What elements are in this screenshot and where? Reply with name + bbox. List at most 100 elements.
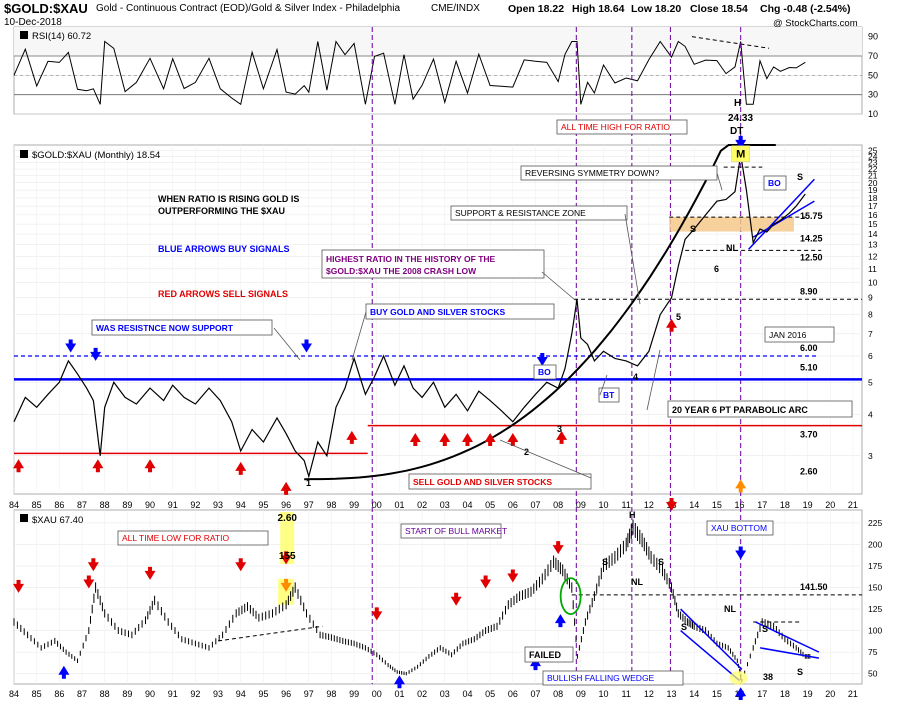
ratio-tick-label: 23: [868, 158, 878, 168]
chart-low: Low 18.20: [631, 3, 682, 15]
xau-h-label: H: [629, 510, 636, 520]
ratio-tick-label: 3: [868, 451, 873, 461]
xau-red-arrow: [507, 569, 519, 583]
xau-year-label: 18: [780, 689, 790, 699]
channel-top: [748, 178, 815, 250]
chart-high: High 18.64: [572, 3, 625, 15]
rsi-tick-label: 10: [868, 109, 878, 119]
ratio-year-label: 09: [576, 500, 586, 510]
reversing-symmetry-note: REVERSING SYMMETRY DOWN?: [525, 168, 660, 178]
xau-year-label: 99: [349, 689, 359, 699]
xau-year-label: 09: [576, 689, 586, 699]
start-bull-note-box: [400, 523, 502, 539]
xau-blue-arrow: [58, 665, 70, 679]
xau-wedge2-top: [755, 621, 820, 653]
xau-orange-arrow: [280, 578, 292, 592]
ratio-orange-arrow: [735, 479, 747, 493]
xau-year-label: 00: [372, 689, 382, 699]
ratio-red-arrow: [439, 433, 451, 447]
ratio-blue-arrow: [536, 352, 548, 366]
ratio-red-arrow: [92, 459, 104, 473]
level-15-75-label: 15.75: [800, 211, 823, 221]
ratio-red-arrow: [144, 459, 156, 473]
parabolic-arc-note-box: [667, 400, 853, 418]
buy-stocks-note-box: [365, 303, 555, 320]
ratio-red-arrow: [507, 433, 519, 447]
xau-year-label: 92: [190, 689, 200, 699]
rsi-line: [13, 40, 806, 106]
annotation-connector: [624, 213, 641, 305]
xau-red-arrow: [87, 558, 99, 572]
ratio-tick-label: 17: [868, 201, 878, 211]
ratio-tick-label: 18: [868, 193, 878, 203]
ratio-year-label: 85: [32, 500, 42, 510]
point-5-label: 5: [676, 312, 681, 322]
level-141-50-label: 141.50: [800, 582, 828, 592]
chart-symbol: $GOLD:$XAU: [4, 1, 88, 16]
rising-ratio-note-line: WHEN RATIO IS RISING GOLD IS: [158, 194, 299, 204]
ratio-year-label: 15: [712, 500, 722, 510]
xau-year-label: 87: [77, 689, 87, 699]
ratio-year-label: 95: [258, 500, 268, 510]
xau-year-label: 17: [757, 689, 767, 699]
ratio-year-label: 06: [508, 500, 518, 510]
xau-year-label: 06: [508, 689, 518, 699]
ratio-tick-label: 15: [868, 219, 878, 229]
xau-year-label: 97: [304, 689, 314, 699]
ratio-tick-label: 24: [868, 152, 878, 162]
ratio-tick-label: 12: [868, 251, 878, 261]
failed-note-box: [524, 646, 574, 663]
xau-year-label: 91: [168, 689, 178, 699]
all-time-low-note: ALL TIME LOW FOR RATIO: [122, 533, 229, 543]
ratio-blue-arrow: [735, 135, 747, 149]
ratio-tick-label: 7: [868, 329, 873, 339]
high-value-label: 24.33: [728, 113, 753, 124]
ratio-year-label: 02: [417, 500, 427, 510]
xau-tick-label: 100: [868, 626, 882, 636]
sell-stocks-note: SELL GOLD AND SILVER STOCKS: [413, 477, 552, 487]
ratio-year-label: 18: [780, 500, 790, 510]
jan-2016-note: JAN 2016: [769, 330, 807, 340]
xau-year-label: 20: [825, 689, 835, 699]
sr-zone-note-box: [450, 205, 628, 221]
level-6-00-label: 6.00: [800, 343, 818, 353]
rsi-tick-label: 90: [868, 32, 878, 42]
ratio-year-label: 99: [349, 500, 359, 510]
ratio-year-label: 20: [825, 500, 835, 510]
xau-year-label: 03: [440, 689, 450, 699]
xau-year-label: 07: [530, 689, 540, 699]
nl-top-label: NL: [726, 243, 738, 253]
ratio-red-arrow: [280, 481, 292, 495]
ratio-tick-label: 20: [868, 178, 878, 188]
chart-description: Gold - Continuous Contract (EOD)/Gold & …: [96, 3, 401, 14]
ratio-year-label: 89: [122, 500, 132, 510]
xau-year-label: 21: [848, 689, 858, 699]
ratio-panel-frame: [13, 144, 863, 495]
highest-ratio-note-line: $GOLD:$XAU THE 2008 CRASH LOW: [326, 266, 477, 276]
ratio-price-line: [13, 154, 806, 479]
ratio-red-arrow: [409, 433, 421, 447]
dt-label: DT: [730, 126, 743, 137]
xau-red-arrow: [83, 575, 95, 589]
s-right-label: S: [797, 172, 803, 182]
rsi-tick-label: 30: [868, 90, 878, 100]
level-14-25-label: 14.25: [800, 234, 823, 244]
chart-date: 10-Dec-2018: [4, 17, 62, 28]
point-1-label: 1: [306, 478, 311, 488]
ratio-red-arrow: [484, 433, 496, 447]
ratio-year-label: 03: [440, 500, 450, 510]
all-time-high-note-box: [556, 119, 688, 135]
ratio-red-arrow: [556, 430, 568, 444]
xau-year-label: 10: [599, 689, 609, 699]
xau-red-arrow: [235, 558, 247, 572]
ratio-tick-label: 11: [868, 264, 877, 274]
level-5-10-label: 5.10: [800, 362, 818, 372]
highest-ratio-note-line: HIGHEST RATIO IN THE HISTORY OF THE: [326, 254, 496, 264]
xau-tick-label: 175: [868, 561, 882, 571]
ratio-red-arrow: [666, 318, 678, 332]
bo-note-left-box: [533, 364, 557, 380]
xau-year-label: 15: [712, 689, 722, 699]
xau-tick-label: 200: [868, 539, 882, 549]
rsi-legend-swatch: [20, 31, 28, 39]
ratio-year-label: 00: [372, 500, 382, 510]
